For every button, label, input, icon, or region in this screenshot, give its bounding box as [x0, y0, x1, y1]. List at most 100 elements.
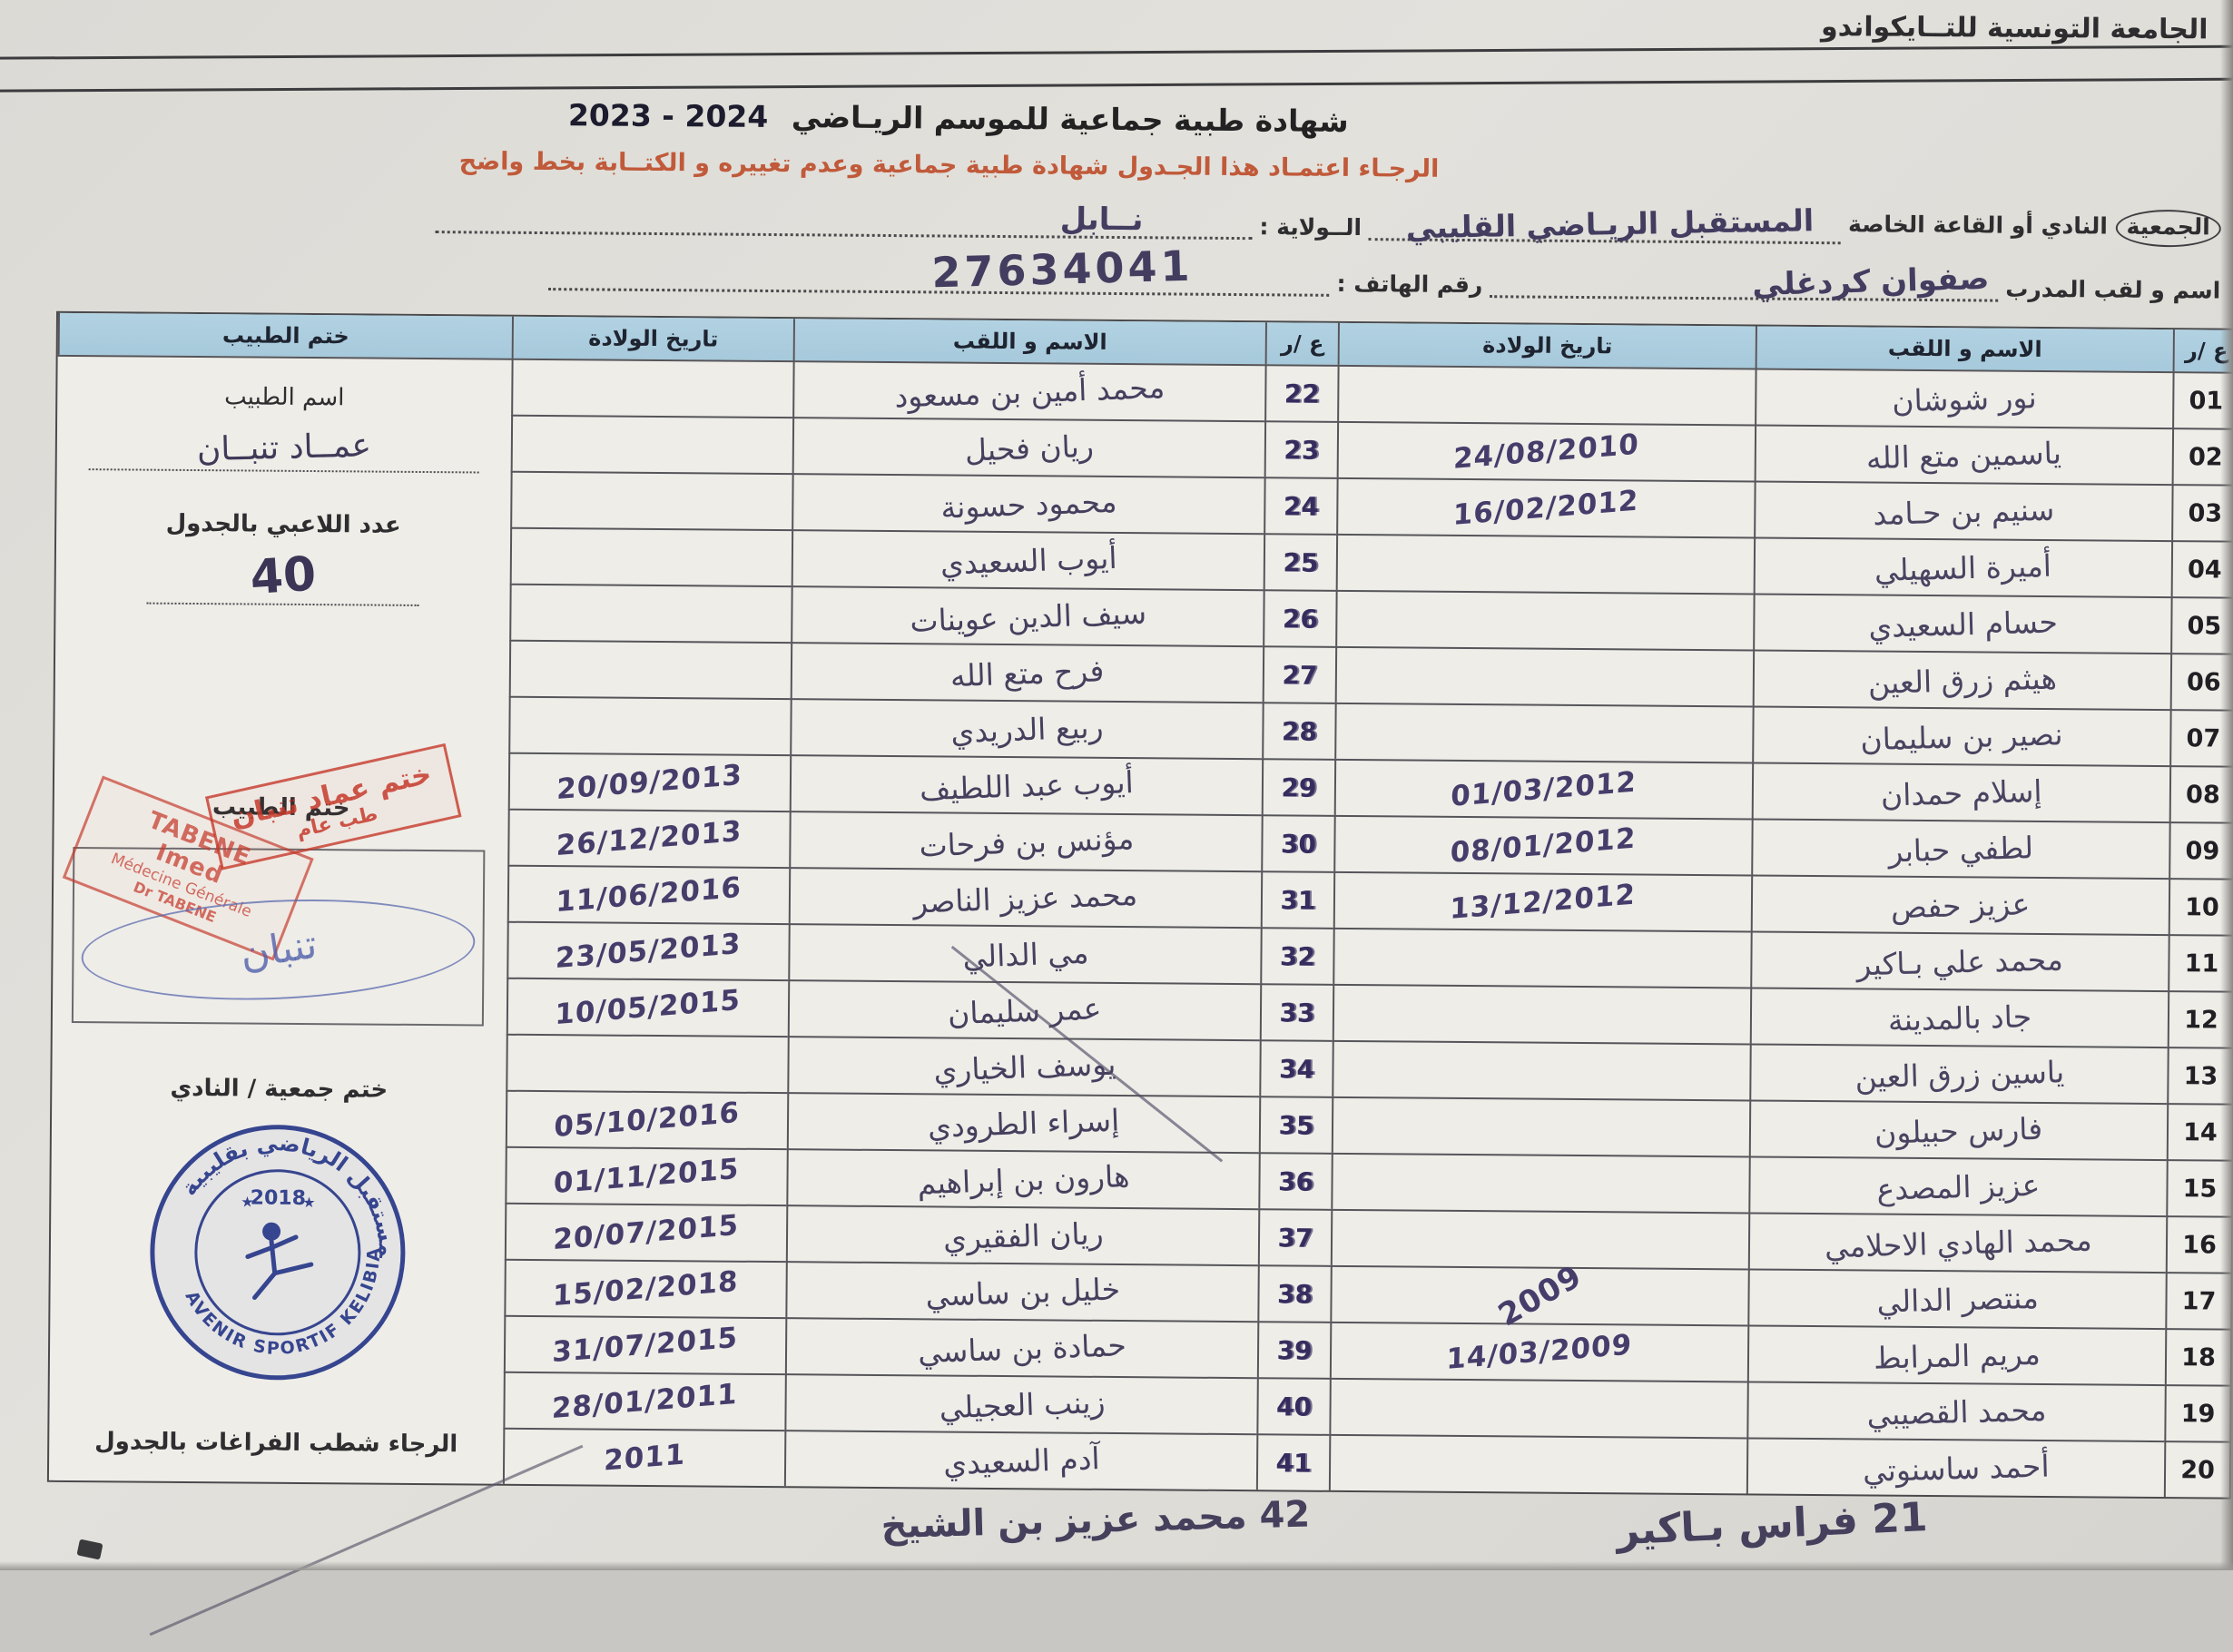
cell-name-left-9: مؤنس بن فرحات [789, 811, 1261, 870]
doctor-stamp-box: ختم عماد تنبان طب عام TABENE Imed Médeci… [72, 847, 486, 1027]
header-rule-bottom [0, 77, 2233, 93]
header-dob-left: تاريخ الولادة [512, 317, 793, 360]
cell-name-right-16: محمد الهادي الاحلامي [1748, 1212, 2166, 1272]
cell-name-right-12: جاد بالمدينة [1750, 987, 2168, 1047]
phone-value-line: 27634041 [549, 257, 1330, 297]
medical-table: ختم الطبيب تاريخ الولادة الاسم و اللقب ع… [47, 311, 2233, 1500]
cell-dob-left-8: 20/09/2013 [508, 752, 790, 811]
cell-name-left-6: فرح متع الله [791, 642, 1263, 702]
phone-label: رقم الهاتف : [1336, 270, 1482, 298]
federation-title: الجامعة التونسية للتــايكواندو [1821, 11, 2208, 45]
cell-name-right-19: محمد القصيبي [1746, 1381, 2164, 1441]
cell-dob-left-3 [510, 471, 792, 529]
cell-num-left-17: 38 [1257, 1264, 1330, 1322]
cell-name-left-15: هارون بن إبراهيم [786, 1148, 1258, 1208]
players-count-line: 40 [146, 548, 418, 606]
cross-out-note: الرجاء شطب الفراغات بالجدول [49, 1428, 503, 1459]
cell-name-left-2: ريان فحيل [792, 417, 1264, 477]
cell-name-left-7: ربيع الدريدي [790, 698, 1262, 758]
cell-dob-left-1 [511, 359, 792, 417]
cell-dob-right-9: 08/01/2012 [1333, 815, 1751, 875]
cell-dob-left-10: 11/06/2016 [507, 865, 789, 923]
cell-dob-left-16: 20/07/2015 [505, 1203, 786, 1261]
cell-num-left-10: 31 [1261, 870, 1333, 928]
players-count-value: 40 [249, 547, 318, 605]
cell-dob-right-6 [1335, 646, 1753, 706]
cell-num-left-16: 37 [1258, 1208, 1331, 1265]
coach-value-line: صفوان كردغلي [1490, 264, 1998, 301]
cell-dob-left-19: 28/01/2011 [503, 1372, 784, 1430]
doctor-stamp-panel: اسم الطبيب عمــاد تنبــان عدد اللاعبي با… [49, 355, 512, 1484]
cell-name-right-11: محمد علي بـاكير [1750, 930, 2168, 990]
coach-phone-row: اسم و لقب المدرب صفوان كردغلي رقم الهاتف… [542, 257, 2221, 304]
club-state-row: الجمعية النادي أو القاعة الخاصة المستقبل… [428, 196, 2221, 248]
cell-num-left-15: 36 [1258, 1152, 1331, 1209]
club-label-circled: الجمعية [2115, 210, 2221, 248]
cell-dob-left-11: 23/05/2013 [507, 921, 788, 979]
club-stamp-star-right: ★ [302, 1194, 315, 1211]
cell-dob-left-14: 05/10/2016 [506, 1090, 787, 1148]
cell-dob-left-17: 15/02/2018 [504, 1259, 785, 1317]
cell-name-left-19: زينب العجيلي [784, 1373, 1256, 1433]
cell-dob-right-16 [1331, 1209, 1748, 1269]
cell-dob-left-12: 10/05/2015 [507, 978, 788, 1036]
header-name-left: الاسم و اللقب [793, 319, 1265, 364]
handwritten-entry-42: 42 محمد عزيز بن الشيخ [880, 1493, 1311, 1547]
cell-dob-right-10: 13/12/2012 [1333, 871, 1751, 931]
cell-dob-right-19 [1329, 1378, 1746, 1438]
cell-name-right-15: عزيز المصدع [1748, 1155, 2166, 1215]
cell-num-left-6: 27 [1263, 645, 1335, 703]
club-value-line: المستقبل الريـاضي القليبي [1369, 207, 1841, 244]
cell-num-left-4: 25 [1264, 533, 1336, 590]
club-stamp-year: 2018 [251, 1187, 306, 1210]
cell-dob-right-3: 16/02/2012 [1336, 477, 1754, 537]
cell-num-left-5: 26 [1263, 589, 1335, 646]
cell-num-left-18: 39 [1257, 1321, 1330, 1378]
cell-name-left-12: عمر سليمان [788, 979, 1260, 1039]
phone-value: 27634041 [931, 241, 1194, 298]
cell-dob-right-4 [1336, 534, 1754, 594]
cell-dob-right-13 [1332, 1040, 1749, 1100]
cell-num-left-9: 30 [1261, 814, 1333, 871]
cell-name-right-4: أميرة السهيلي [1754, 537, 2171, 597]
cell-name-left-1: محمد أمين بن مسعود [792, 360, 1264, 420]
cell-num-left-2: 23 [1264, 420, 1337, 477]
cell-name-left-20: آدم السعيدي [784, 1430, 1256, 1490]
cell-name-left-4: أيوب السعيدي [792, 529, 1264, 589]
cell-name-left-3: محمود حسونة [792, 473, 1264, 533]
cell-name-right-7: نصير بن سليمان [1752, 706, 2169, 766]
cell-dob-left-18: 31/07/2015 [504, 1315, 785, 1373]
cell-dob-right-1 [1337, 365, 1755, 425]
cell-name-left-18: حمادة بن ساسي [785, 1317, 1257, 1377]
cell-name-left-17: خليل بن ساسي [785, 1261, 1257, 1321]
club-label-rest: النادي أو القاعة الخاصة [1848, 211, 2108, 239]
doctor-signature-text: تنبان [237, 921, 320, 978]
cell-num-left-20: 41 [1256, 1433, 1329, 1490]
doctor-name-label: اسم الطبيب [57, 382, 511, 413]
page-edge-bottom [0, 1561, 2233, 1570]
cell-name-left-5: سيف الدين عوينات [791, 585, 1263, 645]
state-value-line: نــابل [435, 200, 1252, 240]
cell-dob-right-15 [1331, 1153, 1748, 1213]
doctor-signature: تنبان [79, 891, 477, 1008]
cell-name-right-5: حسام السعيدي [1753, 594, 2170, 654]
header-doctor-stamp: ختم الطبيب [58, 313, 512, 359]
coach-label: اسم و لقب المدرب [2005, 276, 2220, 304]
cell-dob-left-5 [509, 584, 791, 642]
cell-name-right-10: عزيز حفص [1751, 874, 2169, 934]
cell-name-right-20: أحمد ساسنوتي [1746, 1437, 2164, 1497]
header-rule-top [0, 44, 2233, 60]
cell-name-right-2: ياسمين متع الله [1755, 425, 2172, 485]
cell-dob-right-18: 14/03/2009 [1330, 1322, 1747, 1382]
state-value: نــابل [1059, 201, 1143, 238]
page-edge-right [2220, 0, 2233, 1570]
cell-name-left-16: ريان الفقيري [786, 1205, 1258, 1264]
cell-num-left-19: 40 [1256, 1377, 1329, 1434]
club-stamp-svg: المستقبل الرياضي بقليبية AVENIR SPORTIF … [145, 1120, 410, 1385]
cell-dob-left-2 [511, 415, 792, 473]
cell-dob-left-20: 2011 [503, 1428, 784, 1486]
cell-name-left-11: مي الدالي [788, 923, 1260, 983]
cell-num-left-12: 33 [1260, 983, 1333, 1040]
cell-name-left-10: محمد عزيز الناصر [789, 867, 1261, 927]
cell-name-right-9: لطفي حبابر [1751, 818, 2169, 878]
